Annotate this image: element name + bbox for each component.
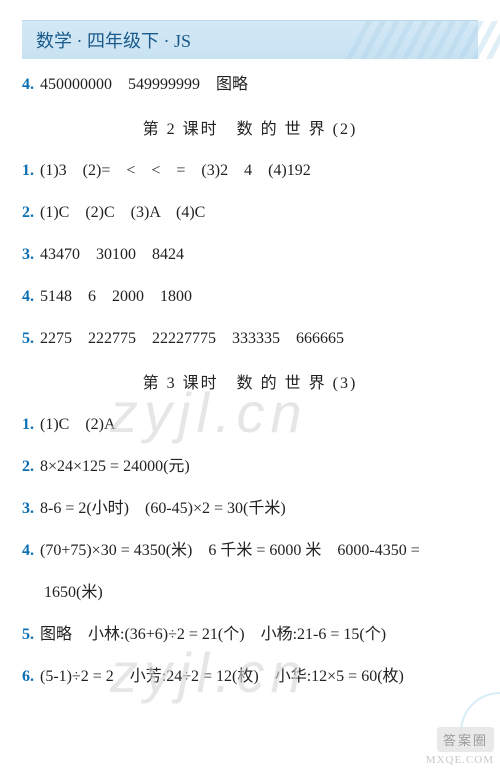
header-text: 数学 · 四年级下 · JS bbox=[36, 31, 191, 51]
question-number: 1. bbox=[22, 159, 34, 183]
section-title-2: 第 2 课时 数 的 世 界 (2) bbox=[22, 115, 478, 139]
answer-row: 2. (1)C (2)C (3)A (4)C bbox=[22, 201, 478, 225]
answer-text: 5148 6 2000 1800 bbox=[40, 285, 192, 309]
question-number: 6. bbox=[22, 665, 34, 689]
answer-row: 1. (1)C (2)A bbox=[22, 413, 478, 437]
answer-text: 1650(米) bbox=[44, 581, 103, 605]
question-number: 3. bbox=[22, 497, 34, 521]
answer-row: 4. 5148 6 2000 1800 bbox=[22, 285, 478, 309]
answer-text: 8×24×125 = 24000(元) bbox=[40, 455, 190, 479]
answer-text: 8-6 = 2(小时) (60-45)×2 = 30(千米) bbox=[40, 497, 286, 521]
answer-text: (70+75)×30 = 4350(米) 6 千米 = 6000 米 6000-… bbox=[40, 539, 420, 563]
page-header: 数学 · 四年级下 · JS bbox=[22, 20, 478, 59]
answer-row-continuation: 1650(米) bbox=[44, 581, 478, 605]
answer-row: 4. 450000000 549999999 图略 bbox=[22, 73, 478, 97]
answer-text: (1)3 (2)= < < = (3)2 4 (4)192 bbox=[40, 159, 311, 183]
question-number: 4. bbox=[22, 73, 34, 97]
question-number: 5. bbox=[22, 623, 34, 647]
answer-row: 3. 8-6 = 2(小时) (60-45)×2 = 30(千米) bbox=[22, 497, 478, 521]
answer-row: 5. 图略 小林:(36+6)÷2 = 21(个) 小杨:21-6 = 15(个… bbox=[22, 623, 478, 647]
question-number: 4. bbox=[22, 539, 34, 563]
corner-url: MXQE.COM bbox=[426, 754, 494, 766]
answer-text: 图略 小林:(36+6)÷2 = 21(个) 小杨:21-6 = 15(个) bbox=[40, 623, 386, 647]
question-number: 2. bbox=[22, 201, 34, 225]
answer-text: 450000000 549999999 图略 bbox=[40, 73, 248, 97]
question-number: 4. bbox=[22, 285, 34, 309]
corner-attribution: 答案圈 MXQE.COM bbox=[426, 727, 494, 766]
page-arc-decoration bbox=[460, 692, 500, 732]
answer-row: 4. (70+75)×30 = 4350(米) 6 千米 = 6000 米 60… bbox=[22, 539, 478, 563]
answer-text: 2275 222775 22227775 333335 666665 bbox=[40, 327, 344, 351]
answer-text: (5-1)÷2 = 2 小芳:24÷2 = 12(枚) 小华:12×5 = 60… bbox=[40, 665, 404, 689]
question-number: 5. bbox=[22, 327, 34, 351]
question-number: 2. bbox=[22, 455, 34, 479]
answer-text: 43470 30100 8424 bbox=[40, 243, 184, 267]
question-number: 3. bbox=[22, 243, 34, 267]
answer-row: 1. (1)3 (2)= < < = (3)2 4 (4)192 bbox=[22, 159, 478, 183]
answer-text: (1)C (2)C (3)A (4)C bbox=[40, 201, 205, 225]
corner-badge: 答案圈 bbox=[437, 727, 494, 752]
answer-row: 3. 43470 30100 8424 bbox=[22, 243, 478, 267]
question-number: 1. bbox=[22, 413, 34, 437]
answer-text: (1)C (2)A bbox=[40, 413, 116, 437]
section-title-3: 第 3 课时 数 的 世 界 (3) bbox=[22, 369, 478, 393]
answer-row: 6. (5-1)÷2 = 2 小芳:24÷2 = 12(枚) 小华:12×5 =… bbox=[22, 665, 478, 689]
answer-row: 2. 8×24×125 = 24000(元) bbox=[22, 455, 478, 479]
answer-row: 5. 2275 222775 22227775 333335 666665 bbox=[22, 327, 478, 351]
